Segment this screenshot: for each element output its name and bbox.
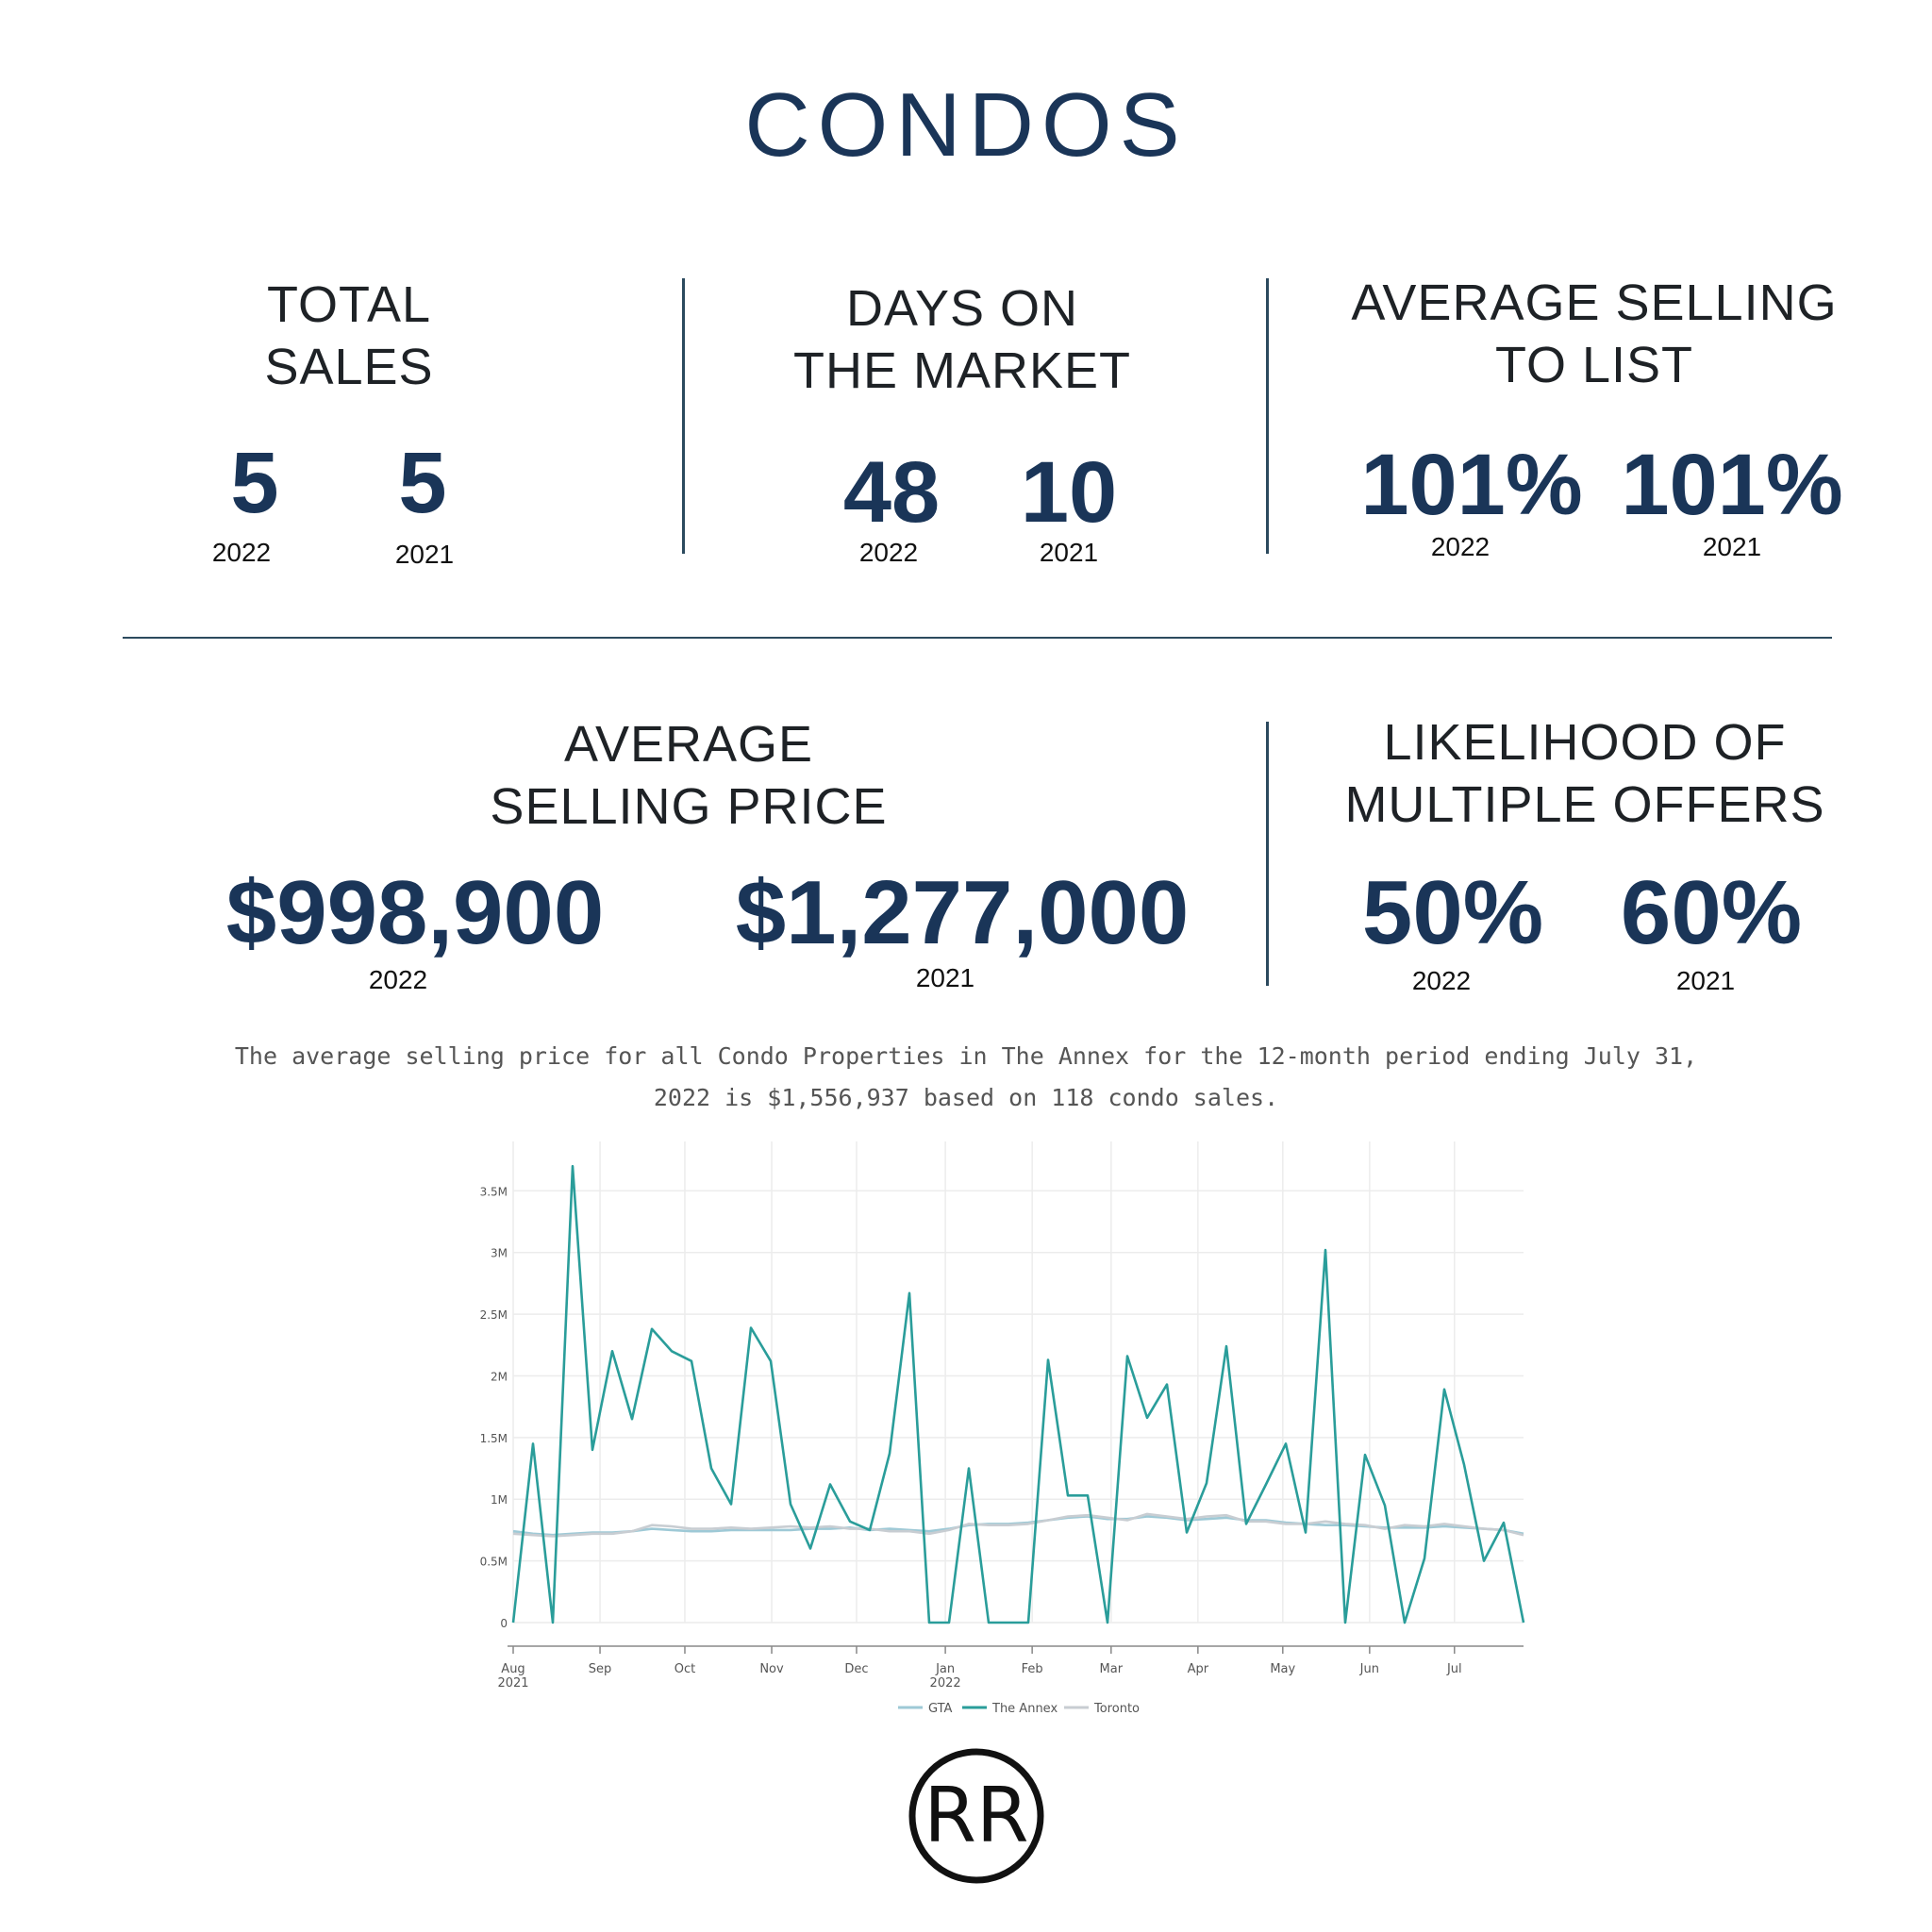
divider [1266, 722, 1269, 986]
selling-to-list-2022: 101% [1360, 437, 1583, 533]
page-title: CONDOS [744, 75, 1188, 175]
stat-heading: LIKELIHOOD OF [1383, 714, 1787, 771]
year-label: 2022 [858, 538, 919, 567]
multiple-offers-2021: 60% [1620, 862, 1803, 963]
stat-total-sales: TOTAL SALES [151, 274, 547, 398]
stat-average-selling-price: AVERAGE SELLING PRICE [415, 713, 962, 838]
selling-to-list-2021: 101% [1621, 437, 1843, 533]
divider [123, 637, 1832, 639]
x-tick-label: May [1270, 1662, 1295, 1676]
y-axis-ticks: 0 0.5M 1M 1.5M 2M 2.5M 3M 3.5M [480, 1185, 508, 1630]
average-price-2022: $998,900 [225, 862, 605, 963]
y-tick-label: 2.5M [480, 1308, 508, 1322]
year-label: 2021 [1702, 532, 1762, 561]
stat-days-on-market: DAYS ON THE MARKET [755, 277, 1170, 402]
x-tick-label: Feb [1022, 1662, 1043, 1676]
series-line-toronto [512, 1512, 1524, 1538]
chart-grid [512, 1141, 1524, 1624]
year-label: 2021 [915, 963, 975, 992]
divider [682, 278, 685, 554]
legend-label: GTA [928, 1702, 953, 1716]
divider [1266, 278, 1269, 554]
days-on-market-2022: 48 [842, 444, 941, 541]
stat-heading: SELLING PRICE [490, 778, 888, 835]
x-tick-label: Mar [1100, 1662, 1124, 1676]
chart-legend: GTA The Annex Toronto [898, 1702, 1140, 1716]
logo-letters: RR [924, 1772, 1028, 1859]
year-label: 2022 [368, 965, 428, 994]
caption-line: 2022 is $1,556,937 based on 118 condo sa… [653, 1084, 1279, 1111]
x-tick-label: Oct [675, 1662, 695, 1676]
x-tick-label: Sep [589, 1662, 612, 1676]
chart-lines [511, 1164, 1525, 1624]
x-tick-label: Nov [759, 1662, 784, 1676]
y-tick-label: 1.5M [480, 1432, 508, 1445]
x-tick-sublabel: 2021 [497, 1676, 528, 1690]
stat-heading: TO LIST [1494, 337, 1694, 393]
caption-line: The average selling price for all Condo … [234, 1042, 1698, 1070]
x-tick-label: Jul [1446, 1662, 1462, 1676]
year-label: 2022 [211, 538, 272, 567]
stat-heading: AVERAGE SELLING [1351, 275, 1838, 331]
x-tick-label: Jan [935, 1662, 955, 1676]
brand-logo: RR [908, 1748, 1044, 1884]
stat-heading: DAYS ON [845, 280, 1079, 337]
x-tick-label: Aug [501, 1662, 525, 1676]
year-label: 2021 [1039, 538, 1099, 567]
x-tick-sublabel: 2022 [930, 1676, 961, 1690]
y-tick-label: 0.5M [480, 1556, 508, 1569]
stat-heading: AVERAGE [563, 716, 814, 773]
year-label: 2022 [1411, 966, 1472, 995]
y-tick-label: 3M [491, 1247, 508, 1260]
y-tick-label: 2M [491, 1370, 508, 1383]
legend-label: Toronto [1093, 1702, 1140, 1716]
x-tick-label: Apr [1188, 1662, 1209, 1676]
stat-heading: SALES [264, 339, 434, 395]
stat-selling-to-list: AVERAGE SELLING TO LIST [1330, 272, 1858, 396]
total-sales-2021: 5 [398, 435, 447, 531]
total-sales-2022: 5 [230, 435, 279, 531]
y-tick-label: 1M [491, 1493, 508, 1507]
legend-label: The Annex [991, 1702, 1058, 1716]
stat-multiple-offers: LIKELIHOOD OF MULTIPLE OFFERS [1321, 711, 1849, 836]
stat-heading: MULTIPLE OFFERS [1344, 776, 1825, 833]
year-label: 2021 [1675, 966, 1736, 995]
x-tick-label: Dec [844, 1662, 868, 1676]
stat-heading: THE MARKET [792, 342, 1132, 399]
logo-ring [908, 1748, 1044, 1884]
multiple-offers-2022: 50% [1361, 862, 1544, 963]
stat-heading: TOTAL [266, 276, 432, 333]
x-tick-label: Jun [1359, 1662, 1379, 1676]
year-label: 2022 [1430, 532, 1491, 561]
y-tick-label: 0 [500, 1617, 508, 1630]
days-on-market-2021: 10 [1020, 444, 1118, 541]
caption: The average selling price for all Condo … [0, 1036, 1932, 1119]
year-label: 2021 [394, 540, 455, 569]
series-line-the-annex [511, 1164, 1525, 1624]
average-price-2021: $1,277,000 [735, 862, 1190, 963]
y-tick-label: 3.5M [480, 1185, 508, 1198]
